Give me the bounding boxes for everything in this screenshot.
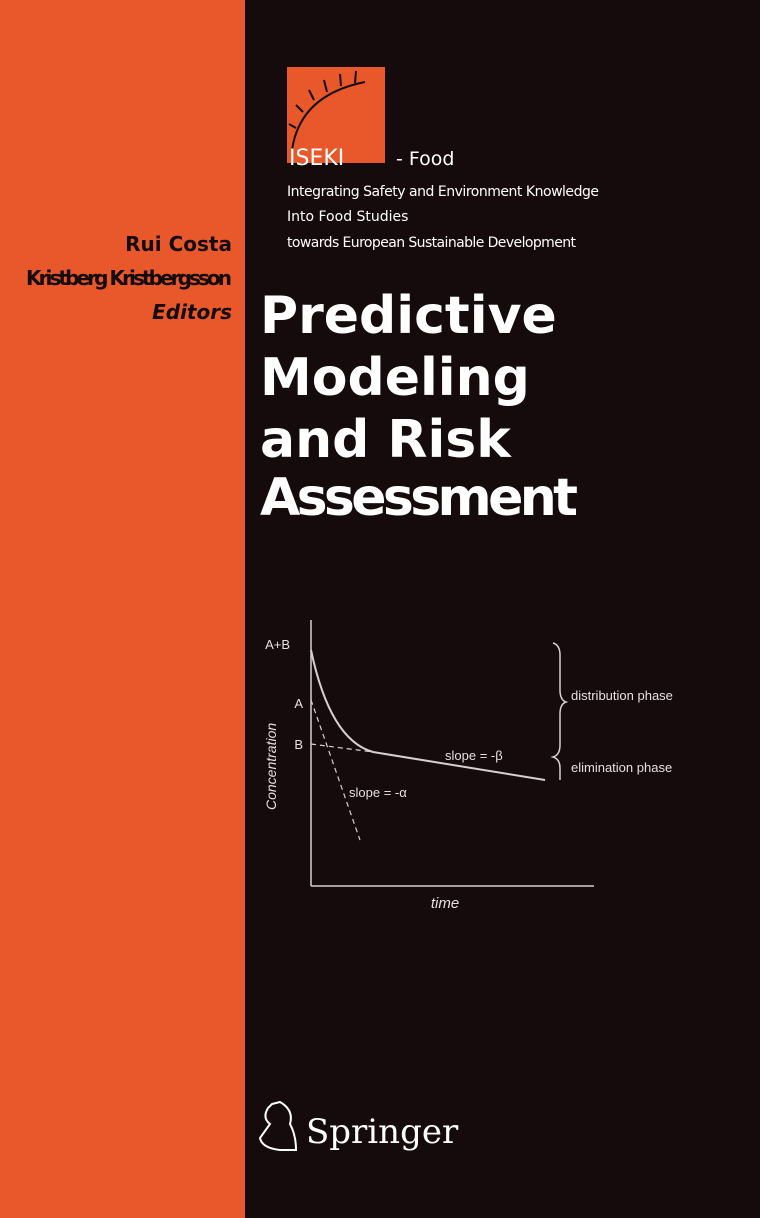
publisher-name: Springer xyxy=(306,1112,459,1152)
title-line: and Risk xyxy=(260,410,512,470)
title-line: Predictive xyxy=(260,286,557,346)
figure-label: elimination phase xyxy=(571,760,672,775)
figure-label: slope = -α xyxy=(349,785,407,800)
title-line: Assessment xyxy=(260,468,578,528)
series-subtitle: Into Food Studies xyxy=(287,209,408,225)
editor-role: Editors xyxy=(152,300,232,324)
series-suffix: - Food xyxy=(396,148,454,170)
side-panel xyxy=(0,0,245,1218)
figure-label: A+B xyxy=(265,637,290,652)
figure-label: distribution phase xyxy=(571,688,673,703)
figure-label: A xyxy=(294,696,303,711)
figure-lines xyxy=(310,620,594,887)
publisher-logo xyxy=(258,1100,298,1151)
series-subtitle: towards European Sustainable Development xyxy=(287,235,577,251)
editor-name: Rui Costa xyxy=(125,232,232,256)
series-logo xyxy=(287,67,385,163)
series-subtitle: Integrating Safety and Environment Knowl… xyxy=(287,184,599,200)
y-axis-label: Concentration xyxy=(263,723,279,810)
title-line: Modeling xyxy=(260,348,530,408)
logo-sun xyxy=(288,70,366,151)
x-axis-label: time xyxy=(431,895,459,912)
figure-label: slope = -β xyxy=(445,748,503,763)
editor-name: Kristberg Kristbergsson xyxy=(26,266,232,290)
figure-label: B xyxy=(294,737,303,752)
series-name: ISEKI xyxy=(289,146,344,171)
